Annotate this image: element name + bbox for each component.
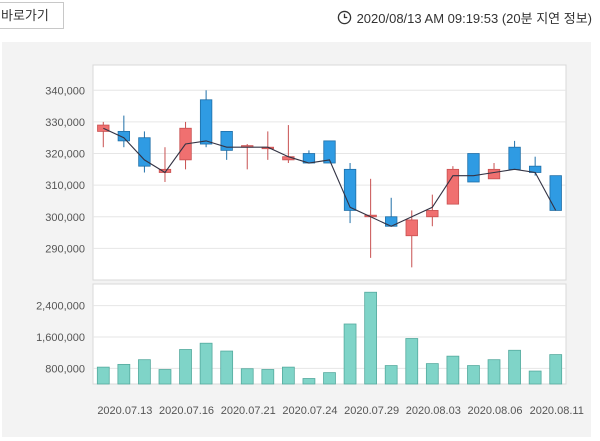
- volume-bar: [261, 369, 275, 385]
- candle-body: [549, 175, 562, 211]
- volume-bar: [364, 291, 377, 385]
- volume-bar: [158, 369, 172, 385]
- candle: [323, 140, 336, 164]
- volume-bar: [508, 349, 521, 385]
- volume-bar: [96, 366, 110, 385]
- price-y-tick-label: 300,000: [45, 212, 85, 224]
- volume-y-tick-label: 2,400,000: [36, 301, 85, 313]
- candle: [426, 194, 439, 227]
- x-tick-label: 2020.08.11: [530, 405, 584, 417]
- candle: [549, 175, 562, 211]
- volume-bar: [302, 378, 316, 385]
- candle-body: [467, 153, 480, 183]
- volume-bar: [199, 342, 213, 385]
- volume-bar: [528, 370, 542, 385]
- candle: [138, 131, 151, 173]
- candle-body: [138, 137, 151, 167]
- price-y-tick-label: 290,000: [45, 243, 85, 255]
- candle-body: [405, 219, 418, 237]
- candle: [467, 153, 480, 183]
- candle-body: [446, 168, 460, 205]
- timestamp: 2020/08/13 AM 09:19:53 (20분 지연 정보): [337, 8, 592, 27]
- candle: [343, 163, 357, 224]
- x-tick-label: 2020.07.24: [282, 405, 337, 417]
- x-tick-label: 2020.07.13: [97, 405, 152, 417]
- price-y-tick-label: 310,000: [45, 180, 85, 192]
- volume-bar: [549, 354, 563, 385]
- x-tick-label: 2020.08.06: [467, 405, 522, 417]
- timestamp-text: 2020/08/13 AM 09:19:53 (20분 지연 정보): [356, 11, 592, 26]
- candle: [487, 163, 501, 180]
- candle-body: [343, 168, 357, 211]
- volume-bar: [138, 359, 151, 385]
- stock-chart: 340,000 330,000 320,000 310,000 300,000 290,0…: [36, 64, 584, 417]
- candle-body: [97, 124, 110, 132]
- price-plot-area: [92, 64, 567, 281]
- candle: [117, 115, 131, 148]
- price-y-tick-label: 340,000: [45, 85, 85, 97]
- candle-body: [199, 99, 213, 145]
- volume-bar: [384, 365, 398, 385]
- volume-bar: [179, 349, 192, 385]
- volume-bar: [240, 368, 254, 385]
- back-button[interactable]: 바로가기: [0, 2, 64, 29]
- clock-icon: [337, 10, 351, 25]
- candle: [446, 166, 460, 205]
- x-tick-label: 2020.07.29: [344, 405, 399, 417]
- volume-bar: [487, 359, 501, 385]
- volume-plot-area: [92, 283, 567, 385]
- volume-bar: [405, 338, 419, 385]
- volume-bar: [220, 350, 234, 385]
- volume-bar: [323, 372, 336, 385]
- candle: [220, 130, 233, 160]
- candle-body: [508, 146, 521, 170]
- candle-body: [426, 210, 439, 218]
- candle: [405, 210, 418, 268]
- volume-bar: [467, 365, 480, 385]
- candle: [199, 90, 213, 148]
- volume-y-tick-label: 800,000: [45, 363, 85, 375]
- x-tick-label: 2020.08.03: [406, 405, 461, 417]
- candle-body: [220, 130, 233, 151]
- x-tick-label: 2020.07.16: [159, 405, 214, 417]
- candle-body: [487, 168, 501, 180]
- x-tick-label: 2020.07.21: [221, 405, 276, 417]
- chart-panel: 340,000 330,000 320,000 310,000 300,000 290,0…: [2, 42, 591, 437]
- price-trend-line: [103, 127, 557, 227]
- candle-body: [117, 130, 131, 142]
- volume-y-tick-label: 1,600,000: [36, 332, 85, 344]
- volume-bar: [446, 355, 460, 385]
- price-y-tick-label: 320,000: [45, 149, 85, 161]
- volume-bar: [282, 366, 295, 385]
- candle: [97, 121, 110, 148]
- volume-bar: [117, 363, 131, 385]
- volume-bar: [343, 323, 357, 385]
- price-y-tick-label: 330,000: [45, 117, 85, 129]
- volume-bar: [425, 363, 439, 385]
- candle-body: [323, 140, 336, 164]
